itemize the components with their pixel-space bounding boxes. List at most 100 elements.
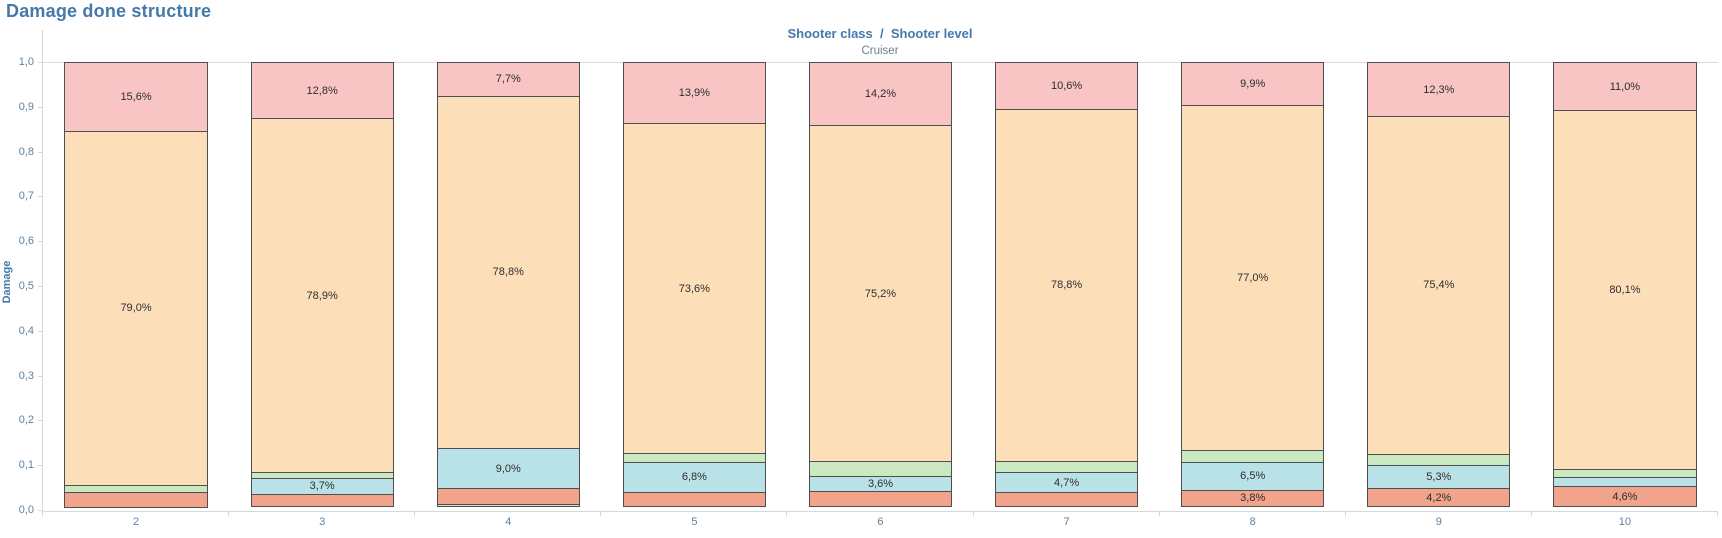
y-tick-mark — [38, 241, 42, 243]
x-axis-category-label: 6 — [877, 516, 884, 528]
bar-column: 7,7% 78,8% 9,0% — [415, 62, 601, 511]
y-tick-label: 0,1 — [18, 459, 34, 472]
segment-value-label: 80,1% — [1609, 284, 1641, 297]
y-tick-mark — [38, 510, 42, 511]
x-axis-category-label: 10 — [1618, 516, 1632, 528]
x-axis-labels: 2 3 4 5 6 7 8 9 10 — [43, 516, 1718, 528]
x-tick-mark — [972, 512, 974, 516]
bar-column: 10,6% 78,8% 4,7% — [974, 62, 1160, 511]
bar-segment-blue[interactable]: 6,8% — [622, 462, 767, 493]
stacked-bar[interactable]: 9,9% 77,0% 6,5% 3,8% — [1181, 62, 1325, 511]
column-field-header: Shooter class / Shooter level — [42, 26, 1718, 41]
column-field-label: Shooter class — [787, 26, 873, 41]
y-tick-mark — [38, 420, 42, 422]
stacked-bar[interactable]: 11,0% 80,1% 4,6% — [1553, 62, 1697, 511]
bar-segment-green[interactable] — [808, 461, 953, 478]
y-tick-label: 0,8 — [18, 145, 34, 158]
bar-segment-peach[interactable]: 77,0% — [1181, 105, 1325, 452]
bar-segment-peach[interactable]: 79,0% — [64, 131, 208, 486]
segment-value-label: 7,7% — [495, 73, 521, 86]
x-axis-category-label: 8 — [1249, 516, 1256, 528]
y-tick-mark — [38, 106, 42, 108]
x-tick-mark — [1158, 512, 1160, 516]
bar-segment-blue[interactable]: 6,5% — [1181, 461, 1325, 491]
segment-value-label: 4,7% — [1054, 476, 1080, 489]
segment-value-label: 3,7% — [309, 480, 335, 493]
bar-segment-salmon[interactable] — [436, 487, 580, 505]
bar-segment-peach[interactable]: 73,6% — [622, 123, 767, 454]
bar-segment-blue[interactable]: 3,7% — [250, 477, 394, 495]
bar-segment-salmon[interactable] — [994, 492, 1139, 507]
x-axis-category-label: 7 — [1063, 516, 1070, 528]
x-axis-category-label: 4 — [505, 516, 512, 528]
y-tick-label: 0,3 — [18, 369, 34, 382]
x-axis-category-label: 3 — [319, 516, 326, 528]
bar-segment-peach[interactable]: 78,8% — [994, 108, 1139, 463]
y-tick-label: 0,2 — [18, 414, 34, 427]
stacked-bar[interactable]: 12,8% 78,9% 3,7% — [250, 62, 394, 511]
segment-value-label: 4,6% — [1612, 490, 1638, 503]
bar-column: 13,9% 73,6% 6,8% — [601, 62, 787, 511]
bar-segment-salmon[interactable] — [250, 493, 394, 507]
y-axis-line — [42, 30, 43, 512]
row-field-label: Shooter level — [890, 26, 973, 41]
bar-segment-peach[interactable]: 75,4% — [1367, 116, 1511, 455]
bar-column: 9,9% 77,0% 6,5% 3,8% — [1160, 62, 1346, 511]
y-tick-mark — [38, 465, 42, 467]
bar-segment-blue[interactable]: 5,3% — [1367, 465, 1511, 490]
segment-value-label: 78,8% — [492, 266, 524, 279]
bar-segment-green[interactable] — [436, 503, 580, 507]
bar-segment-pink[interactable]: 7,7% — [436, 62, 580, 97]
bar-segment-peach[interactable]: 80,1% — [1553, 110, 1697, 471]
y-tick-mark — [38, 375, 42, 377]
bar-segment-pink[interactable]: 14,2% — [808, 62, 953, 126]
stacked-bar[interactable]: 7,7% 78,8% 9,0% — [436, 62, 580, 511]
bar-segment-salmon[interactable] — [808, 491, 953, 507]
bar-segment-salmon[interactable] — [622, 491, 767, 507]
bar-segment-pink[interactable]: 12,3% — [1367, 62, 1511, 118]
x-axis-line — [42, 511, 1718, 512]
bar-segment-pink[interactable]: 12,8% — [250, 62, 394, 120]
segment-value-label: 6,8% — [681, 471, 707, 484]
segment-value-label: 75,2% — [864, 287, 897, 300]
segment-value-label: 78,8% — [1050, 279, 1083, 292]
segment-value-label: 13,9% — [678, 87, 710, 100]
bar-segment-blue[interactable]: 3,6% — [808, 476, 953, 493]
segment-value-label: 12,3% — [1423, 83, 1455, 96]
stacked-bar[interactable]: 13,9% 73,6% 6,8% — [622, 62, 767, 511]
pane-label: Cruiser — [861, 45, 899, 57]
stacked-bar[interactable]: 10,6% 78,8% 4,7% — [994, 62, 1139, 511]
stacked-bar[interactable]: 15,6% 79,0% — [64, 62, 208, 511]
bar-segment-pink[interactable]: 11,0% — [1553, 62, 1697, 112]
bar-segment-pink[interactable]: 10,6% — [994, 62, 1139, 110]
x-tick-mark — [228, 512, 230, 516]
segment-value-label: 10,6% — [1050, 79, 1083, 92]
bar-column: 12,8% 78,9% 3,7% — [229, 62, 415, 511]
bar-segment-peach[interactable]: 78,8% — [436, 95, 580, 450]
y-tick-label: 1,0 — [18, 56, 34, 68]
bar-segment-peach[interactable]: 78,9% — [250, 118, 394, 473]
stacked-bar[interactable]: 14,2% 75,2% 3,6% — [808, 62, 953, 511]
bar-segment-peach[interactable]: 75,2% — [808, 124, 953, 463]
bar-segment-salmon[interactable]: 3,8% — [1181, 489, 1325, 507]
segment-value-label: 5,3% — [1426, 471, 1452, 484]
bar-segment-salmon[interactable]: 4,2% — [1367, 488, 1511, 507]
bars-container: 15,6% 79,0% 12,8% 78,9% 3,7% 7,7% 78,8% 9,0% 13,… — [43, 62, 1718, 511]
segment-value-label: 9,9% — [1240, 78, 1266, 91]
stacked-bar[interactable]: 12,3% 75,4% 5,3% 4,2% — [1367, 62, 1511, 511]
bar-segment-blue[interactable]: 4,7% — [994, 472, 1139, 494]
bar-segment-pink[interactable]: 9,9% — [1181, 62, 1325, 107]
field-separator: / — [880, 26, 884, 41]
bar-segment-salmon[interactable]: 4,6% — [1553, 486, 1697, 507]
segment-value-label: 14,2% — [864, 87, 897, 100]
bar-segment-salmon[interactable] — [64, 492, 208, 508]
bar-segment-pink[interactable]: 13,9% — [622, 62, 767, 125]
bar-column: 14,2% 75,2% 3,6% — [787, 62, 973, 511]
y-tick-mark — [38, 151, 42, 153]
bar-segment-pink[interactable]: 15,6% — [64, 62, 208, 133]
segment-value-label: 12,8% — [306, 84, 338, 97]
x-axis-category-label: 2 — [132, 516, 140, 528]
bar-segment-blue[interactable]: 9,0% — [436, 448, 580, 489]
segment-value-label: 6,5% — [1240, 470, 1266, 483]
